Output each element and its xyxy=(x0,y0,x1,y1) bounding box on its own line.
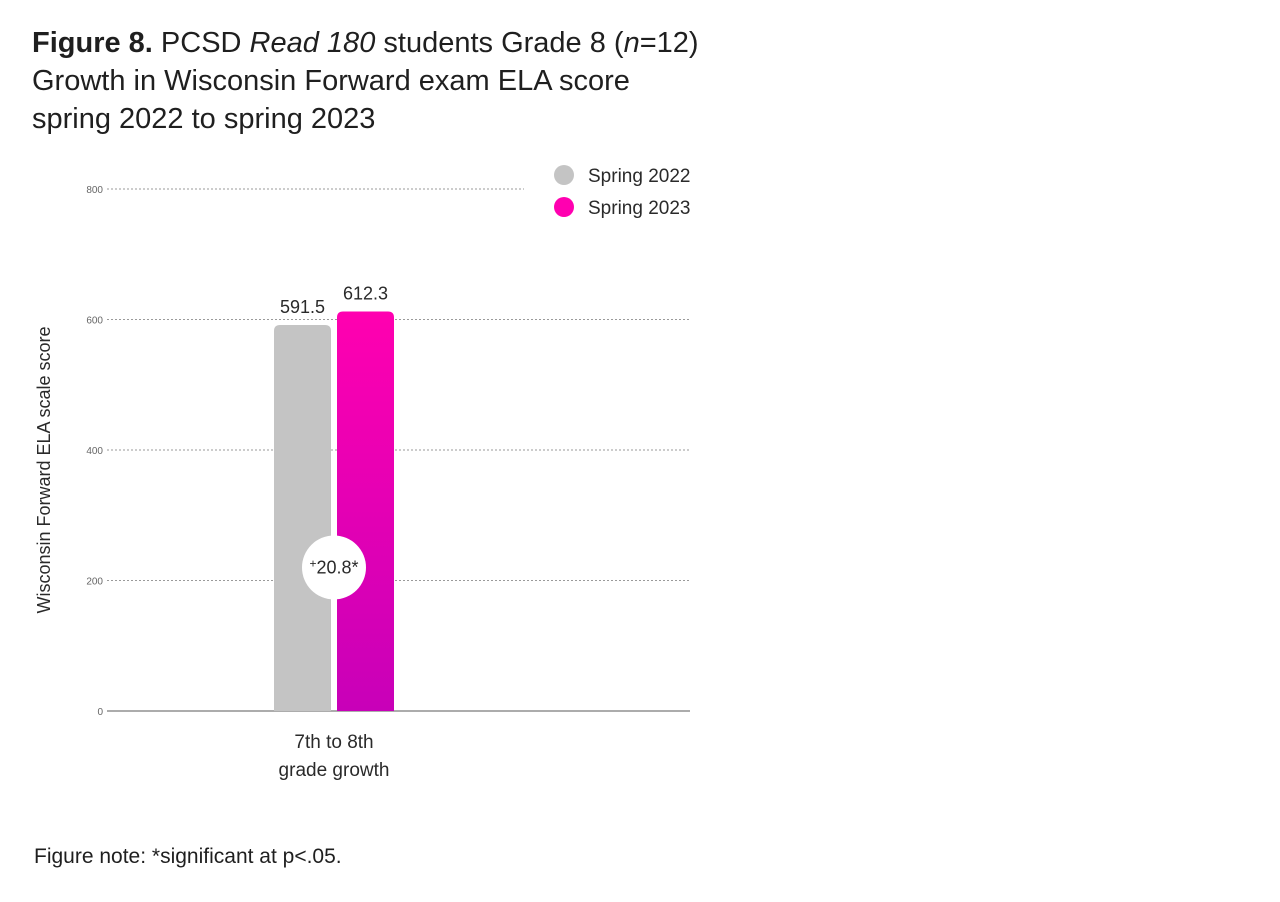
bar-spring-2022 xyxy=(274,325,331,711)
bar-chart: 0 200 400 600 800 Wisconsin Forward ELA scale… xyxy=(34,165,690,781)
title-n: n xyxy=(623,27,640,59)
title-italic: Read 180 xyxy=(249,27,376,59)
title-n-value: =12) xyxy=(639,27,699,59)
data-label-spring-2023: 612.3 xyxy=(343,283,388,303)
legend-label-spring-2023: Spring 2023 xyxy=(588,198,690,219)
figure-note: Figure note: *significant at p<.05. xyxy=(34,845,342,868)
title-line-2: Growth in Wisconsin Forward exam ELA sco… xyxy=(32,65,630,97)
data-label-spring-2022: 591.5 xyxy=(280,297,325,317)
bar-spring-2023 xyxy=(337,311,394,711)
figure-label: Figure 8. xyxy=(32,27,153,59)
legend-swatch-spring-2023 xyxy=(554,197,574,217)
x-category-label-line-2: grade growth xyxy=(279,760,390,781)
y-tick-label-800: 800 xyxy=(86,185,103,196)
y-tick-label-0: 0 xyxy=(97,707,103,718)
x-category-label-line-1: 7th to 8th xyxy=(294,732,373,753)
growth-annotation-bubble xyxy=(302,535,366,600)
chart-title: Figure 8. PCSD Read 180 students Grade 8… xyxy=(32,24,732,138)
title-part2: students Grade 8 ( xyxy=(375,27,624,59)
growth-annotation-text: +20.8* xyxy=(309,556,358,577)
growth-annotation-value: 20.8* xyxy=(316,557,358,577)
y-tick-label-400: 400 xyxy=(86,446,103,457)
y-tick-label-600: 600 xyxy=(86,316,103,327)
growth-annotation-prefix: + xyxy=(309,556,316,570)
legend-label-spring-2022: Spring 2022 xyxy=(588,166,690,187)
y-axis-label: Wisconsin Forward ELA scale score xyxy=(34,326,54,613)
legend-swatch-spring-2022 xyxy=(554,165,574,185)
title-part1: PCSD xyxy=(152,27,250,59)
y-tick-label-200: 200 xyxy=(86,577,103,588)
title-line-3: spring 2022 to spring 2023 xyxy=(32,103,376,135)
